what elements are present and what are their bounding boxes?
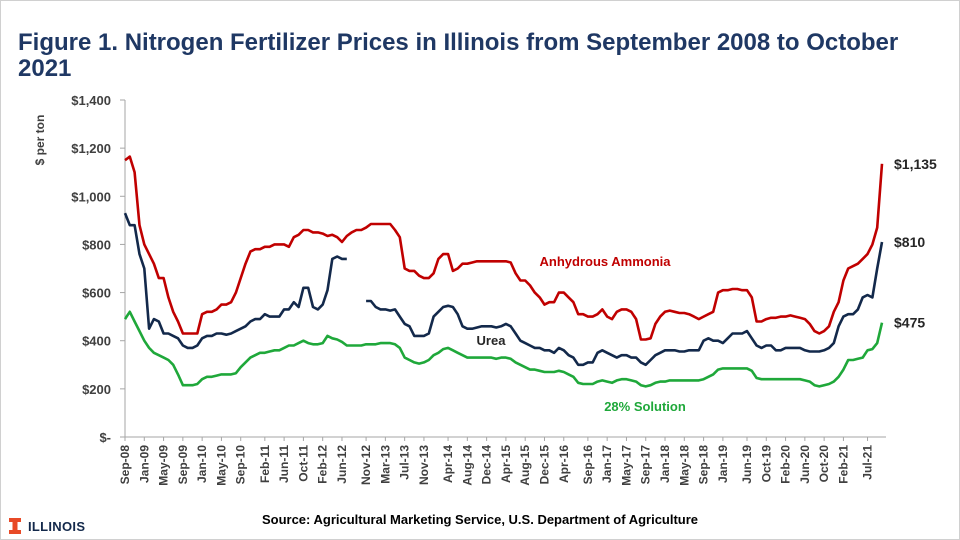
chart-title: Figure 1. Nitrogen Fertilizer Prices in … bbox=[18, 29, 899, 82]
x-tick-label: May-10 bbox=[214, 445, 228, 486]
y-tick-label: $800 bbox=[82, 237, 111, 252]
series-line-anhydrous-ammonia bbox=[124, 155, 884, 341]
x-tick-label: Feb-12 bbox=[316, 445, 330, 484]
source-note: Source: Agricultural Marketing Service, … bbox=[261, 512, 699, 527]
y-tick-label: $1,400 bbox=[71, 93, 111, 108]
x-tick-label: Aug-14 bbox=[460, 445, 474, 486]
x-tick-label: Oct-19 bbox=[759, 445, 773, 483]
x-tick-label: Jan-18 bbox=[658, 445, 672, 483]
x-tick-label: Jan-09 bbox=[137, 445, 151, 483]
illinois-block-i-icon bbox=[9, 518, 21, 534]
x-tick-label: Jun-19 bbox=[740, 445, 754, 484]
y-tick-label: $200 bbox=[82, 382, 111, 397]
data-label-end: $475 bbox=[894, 315, 925, 331]
x-tick-label: Jan-17 bbox=[600, 445, 614, 483]
x-tick-label: Feb-20 bbox=[779, 445, 793, 484]
x-tick-label: Oct-11 bbox=[296, 445, 310, 482]
series-line-urea bbox=[366, 241, 884, 367]
x-tick-label: Jun-12 bbox=[335, 445, 349, 484]
data-label-end: $810 bbox=[894, 234, 925, 250]
chart-series bbox=[123, 155, 884, 388]
illinois-logo: ILLINOIS bbox=[8, 517, 85, 535]
x-tick-label: Dec-14 bbox=[480, 445, 494, 485]
y-tick-label: $1,000 bbox=[71, 189, 111, 204]
x-tick-label: Sep-17 bbox=[639, 445, 653, 485]
y-tick-label: $1,200 bbox=[71, 141, 111, 156]
chart-axes: $- $200 $400 $600 $800 $1,000 $1,200 $1,400 $ pe… bbox=[33, 93, 886, 486]
x-tick-label: May-18 bbox=[677, 445, 691, 486]
x-tick-label: Nov-12 bbox=[359, 445, 373, 485]
x-tick-label: Sep-16 bbox=[581, 445, 595, 485]
series-line-urea bbox=[123, 212, 347, 350]
x-tick-label: Apr-15 bbox=[499, 445, 513, 483]
x-tick-label: Oct-20 bbox=[817, 445, 831, 483]
x-tick-label: Aug-15 bbox=[518, 445, 532, 486]
logo-text: ILLINOIS bbox=[28, 518, 86, 534]
x-tick-label: Jul-21 bbox=[861, 445, 875, 480]
x-tick-label: May-17 bbox=[619, 445, 633, 486]
chart-labels: $1,135 $810 $475 Anhydrous Ammonia Urea 28% S… bbox=[477, 156, 937, 414]
x-tick-label: Sep-08 bbox=[118, 445, 132, 485]
x-tick-label: Apr-16 bbox=[557, 445, 571, 483]
x-tick-label: May-09 bbox=[157, 445, 171, 486]
y-tick-label: $600 bbox=[82, 286, 111, 301]
x-tick-label: Nov-13 bbox=[417, 445, 431, 485]
series-line-28-solution bbox=[123, 310, 884, 388]
x-tick-label: Feb-11 bbox=[258, 445, 272, 483]
series-label: Anhydrous Ammonia bbox=[540, 254, 672, 269]
x-tick-label: Mar-13 bbox=[378, 445, 392, 484]
y-axis-title: $ per ton bbox=[33, 115, 47, 166]
x-tick-label: Apr-14 bbox=[441, 445, 455, 483]
x-tick-label: Sep-10 bbox=[234, 445, 248, 485]
y-tick-label: $- bbox=[99, 430, 111, 445]
x-tick-label: Dec-15 bbox=[537, 445, 551, 485]
x-tick-label: Jan-10 bbox=[195, 445, 209, 483]
data-label-end: $1,135 bbox=[894, 156, 937, 172]
series-label: Urea bbox=[477, 333, 507, 348]
x-tick-label: Feb-21 bbox=[836, 445, 850, 484]
series-label: 28% Solution bbox=[604, 399, 686, 414]
x-tick-label: Jul-13 bbox=[398, 445, 412, 480]
x-tick-label: Jun-20 bbox=[798, 445, 812, 484]
x-tick-label: Sep-18 bbox=[697, 445, 711, 485]
x-tick-label: Jun-11 bbox=[277, 445, 291, 483]
y-tick-label: $400 bbox=[82, 334, 111, 349]
x-tick-label: Jan-19 bbox=[716, 445, 730, 483]
x-tick-label: Sep-09 bbox=[176, 445, 190, 485]
